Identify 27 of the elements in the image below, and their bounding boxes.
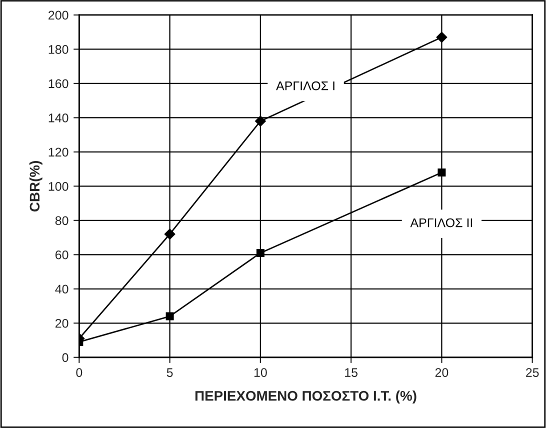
point <box>256 248 264 257</box>
y-tick-label: 60 <box>55 250 68 260</box>
y-tick-label: 100 <box>48 182 68 191</box>
x-tick-label: 15 <box>345 368 358 377</box>
y-tick-label: 180 <box>48 45 68 54</box>
x-tick-label: 25 <box>526 368 539 377</box>
y-tick-label: 160 <box>48 79 68 88</box>
point <box>438 168 446 176</box>
text: ΑΡΓΙΛΟΣ ΙΙ <box>410 218 472 228</box>
y-tick-label: 80 <box>55 216 68 226</box>
y-tick-label: 20 <box>55 318 68 328</box>
point <box>436 32 448 43</box>
y-tick-label: 0 <box>62 353 68 362</box>
point <box>166 312 174 320</box>
series-label: ΑΡΓΙΛΟΣ Ι <box>276 81 334 90</box>
y-tick-label: 200 <box>48 10 68 20</box>
x-tick-label: 0 <box>76 368 82 377</box>
x-tick-label: 5 <box>166 368 173 377</box>
x-axis-title: ΠΕΡΙΕΧΟΜΕΝΟ ΠΟΣΟΣΤΟ Ι.Τ. (%) <box>195 390 416 404</box>
y-tick-label: 40 <box>55 284 68 294</box>
point <box>164 228 176 240</box>
y-axis-title: CBR(%) <box>29 161 42 212</box>
y-tick-label: 140 <box>48 114 68 122</box>
x-tick-label: 10 <box>254 368 267 377</box>
x-tick-label: 20 <box>435 368 448 377</box>
y-tick-label: 120 <box>48 148 68 157</box>
point <box>255 116 266 127</box>
